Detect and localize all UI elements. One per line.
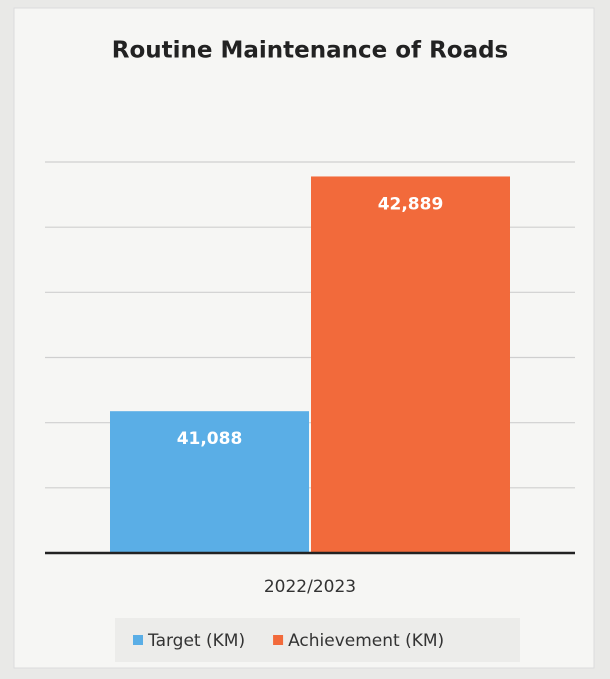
x-tick-label: 2022/2023 bbox=[264, 577, 356, 597]
bar bbox=[110, 411, 309, 553]
legend-label: Target (KM) bbox=[147, 631, 245, 651]
data-label: 41,088 bbox=[177, 429, 243, 449]
legend-label: Achievement (KM) bbox=[288, 631, 444, 651]
legend-swatch bbox=[273, 635, 284, 645]
chart-title: Routine Maintenance of Roads bbox=[112, 38, 509, 64]
data-label: 42,889 bbox=[378, 194, 444, 214]
legend-box bbox=[115, 618, 520, 662]
legend-swatch bbox=[133, 635, 143, 645]
bar bbox=[311, 176, 510, 554]
